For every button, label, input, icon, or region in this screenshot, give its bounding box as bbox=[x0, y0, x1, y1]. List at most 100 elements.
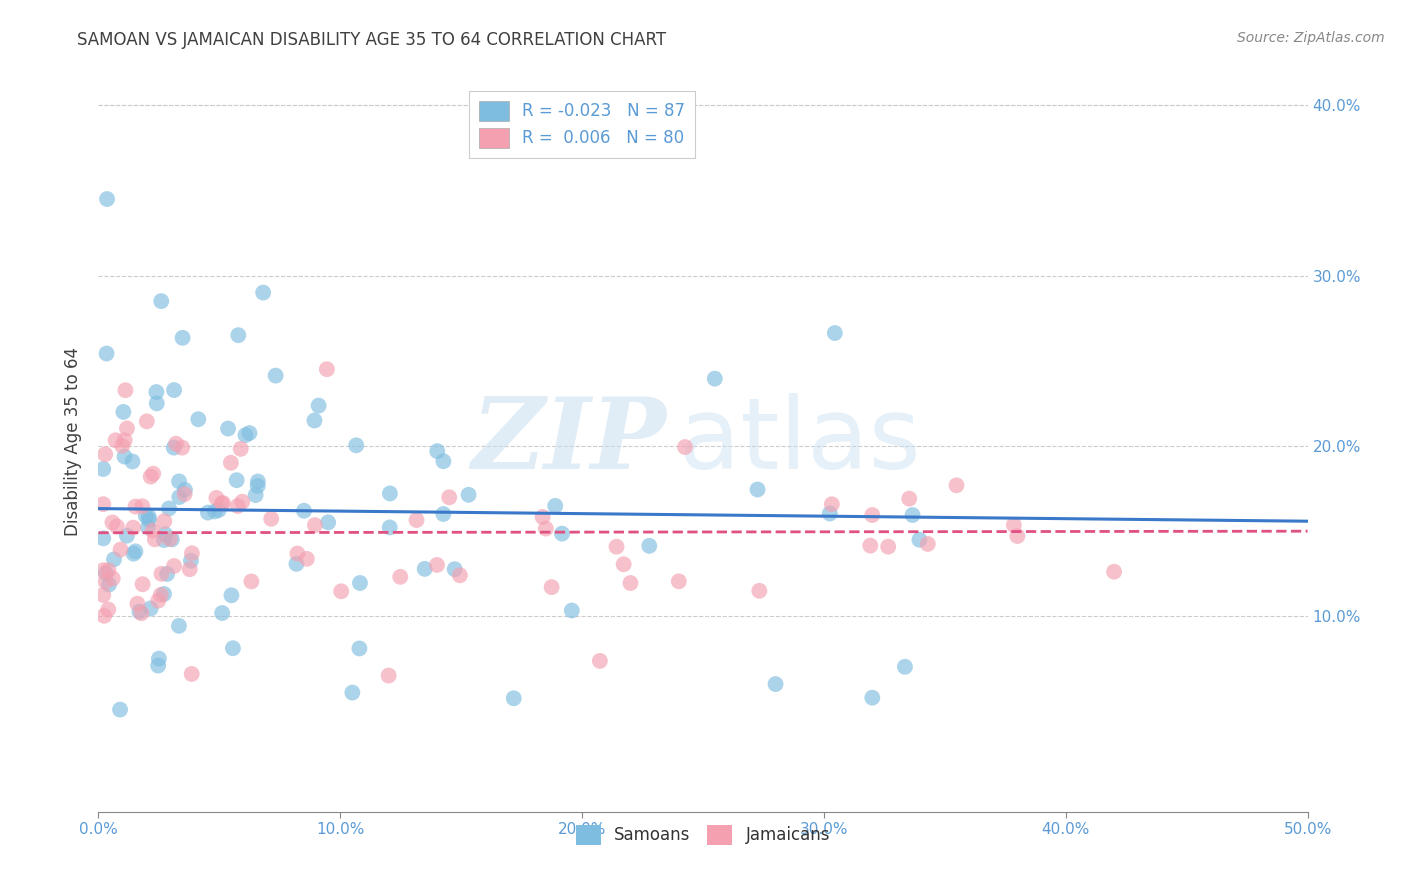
Point bbox=[160, 533, 183, 547]
Text: atlas: atlas bbox=[679, 393, 921, 490]
Point bbox=[531, 510, 554, 524]
Point bbox=[139, 469, 162, 483]
Point bbox=[143, 533, 166, 547]
Point bbox=[432, 507, 454, 521]
Point bbox=[114, 383, 136, 397]
Point bbox=[238, 426, 260, 441]
Point bbox=[91, 497, 114, 511]
Point bbox=[150, 566, 173, 581]
Point bbox=[156, 566, 179, 581]
Point bbox=[226, 499, 249, 513]
Point bbox=[96, 346, 118, 360]
Text: Source: ZipAtlas.com: Source: ZipAtlas.com bbox=[1237, 31, 1385, 45]
Point bbox=[153, 533, 176, 547]
Point bbox=[174, 483, 197, 497]
Point bbox=[292, 504, 315, 518]
Point bbox=[101, 516, 124, 530]
Point bbox=[1102, 565, 1125, 579]
Point bbox=[94, 566, 117, 581]
Point bbox=[245, 488, 267, 502]
Point bbox=[148, 593, 170, 607]
Point bbox=[246, 475, 269, 489]
Point bbox=[413, 562, 436, 576]
Point bbox=[97, 563, 120, 577]
Point bbox=[226, 328, 249, 343]
Point bbox=[315, 362, 337, 376]
Point bbox=[240, 574, 263, 589]
Point bbox=[127, 597, 149, 611]
Point bbox=[860, 690, 883, 705]
Point bbox=[673, 440, 696, 454]
Point bbox=[703, 371, 725, 385]
Point bbox=[153, 514, 176, 528]
Point bbox=[432, 454, 454, 468]
Point bbox=[605, 540, 627, 554]
Point bbox=[173, 487, 195, 501]
Point bbox=[145, 396, 167, 410]
Point bbox=[378, 486, 401, 500]
Point bbox=[112, 405, 135, 419]
Y-axis label: Disability Age 35 to 64: Disability Age 35 to 64 bbox=[65, 347, 83, 536]
Point bbox=[122, 521, 145, 535]
Point bbox=[502, 691, 524, 706]
Point bbox=[167, 475, 190, 489]
Point bbox=[91, 532, 114, 546]
Point bbox=[167, 619, 190, 633]
Point bbox=[544, 499, 567, 513]
Point bbox=[138, 509, 160, 524]
Point bbox=[131, 606, 153, 620]
Point bbox=[146, 658, 169, 673]
Point bbox=[128, 605, 150, 619]
Point bbox=[139, 601, 162, 615]
Point bbox=[898, 491, 921, 506]
Point bbox=[150, 294, 173, 309]
Point bbox=[131, 500, 153, 514]
Point bbox=[344, 438, 367, 452]
Point bbox=[457, 488, 479, 502]
Point bbox=[287, 547, 309, 561]
Point bbox=[115, 529, 138, 543]
Point bbox=[765, 677, 787, 691]
Point bbox=[349, 576, 371, 591]
Point bbox=[135, 414, 157, 428]
Point bbox=[389, 570, 412, 584]
Point bbox=[124, 500, 146, 514]
Point bbox=[405, 513, 427, 527]
Point bbox=[534, 522, 557, 536]
Point bbox=[561, 603, 583, 617]
Point bbox=[316, 516, 339, 530]
Point bbox=[155, 527, 177, 541]
Point bbox=[131, 577, 153, 591]
Point bbox=[94, 574, 117, 589]
Point bbox=[180, 554, 202, 568]
Point bbox=[114, 434, 136, 448]
Point bbox=[589, 654, 612, 668]
Point bbox=[877, 540, 900, 554]
Point bbox=[252, 285, 274, 300]
Point bbox=[217, 421, 239, 435]
Point bbox=[124, 544, 146, 558]
Point bbox=[163, 383, 186, 397]
Point bbox=[205, 491, 228, 505]
Point bbox=[1002, 518, 1025, 533]
Point bbox=[97, 602, 120, 616]
Point bbox=[101, 572, 124, 586]
Point bbox=[180, 546, 202, 560]
Point bbox=[246, 479, 269, 493]
Point bbox=[222, 641, 245, 656]
Point bbox=[157, 501, 180, 516]
Point bbox=[211, 496, 233, 510]
Point bbox=[260, 512, 283, 526]
Point bbox=[219, 456, 242, 470]
Point bbox=[285, 557, 308, 571]
Point bbox=[211, 606, 233, 620]
Point bbox=[1007, 529, 1029, 543]
Point bbox=[163, 559, 186, 574]
Point bbox=[145, 384, 167, 399]
Point bbox=[148, 651, 170, 665]
Point bbox=[104, 434, 127, 448]
Point bbox=[349, 641, 371, 656]
Point bbox=[149, 588, 172, 602]
Point bbox=[342, 685, 364, 699]
Point bbox=[945, 478, 967, 492]
